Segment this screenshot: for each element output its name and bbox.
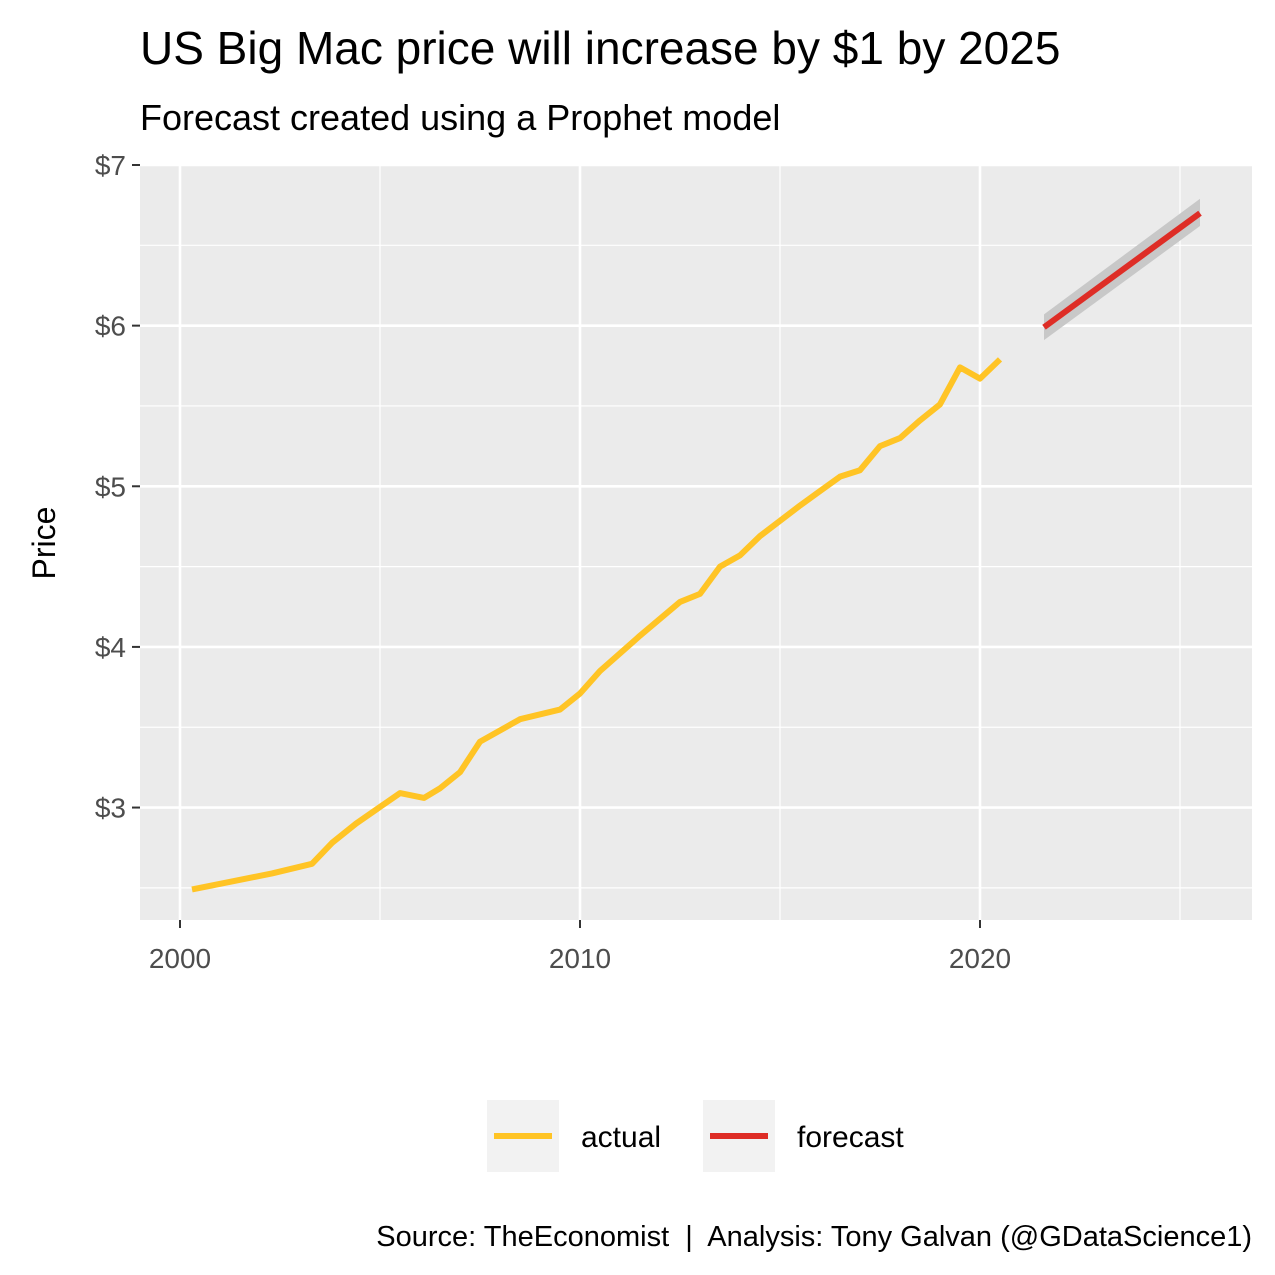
x-axis: 2000 2010 2020 xyxy=(149,920,1011,974)
chart-caption: Source: TheEconomist | Analysis: Tony Ga… xyxy=(376,1221,1252,1253)
x-tick-label: 2020 xyxy=(949,943,1011,974)
x-tick-label: 2010 xyxy=(549,943,611,974)
series-lines xyxy=(191,210,1202,893)
y-tick-label: $6 xyxy=(95,311,126,342)
chart-subtitle: Forecast created using a Prophet model xyxy=(140,97,780,138)
y-tick-label: $3 xyxy=(95,793,126,824)
forecast-line xyxy=(1042,210,1202,330)
y-tick-label: $7 xyxy=(95,150,126,181)
actual-line xyxy=(191,357,1003,893)
y-tick-label: $5 xyxy=(95,471,126,502)
plot-panel xyxy=(140,165,1252,920)
y-axis: $3 $4 $5 $6 $7 xyxy=(95,150,140,824)
y-axis-title: Price xyxy=(26,507,62,580)
y-tick-label: $4 xyxy=(95,632,126,663)
legend-label-actual: actual xyxy=(581,1121,661,1154)
minor-gridlines xyxy=(140,165,1252,920)
chart-title: US Big Mac price will increase by $1 by … xyxy=(140,22,1060,74)
x-tick-label: 2000 xyxy=(149,943,211,974)
legend: actual forecast xyxy=(487,1100,904,1172)
major-gridlines xyxy=(140,163,1252,920)
legend-label-forecast: forecast xyxy=(797,1121,904,1154)
